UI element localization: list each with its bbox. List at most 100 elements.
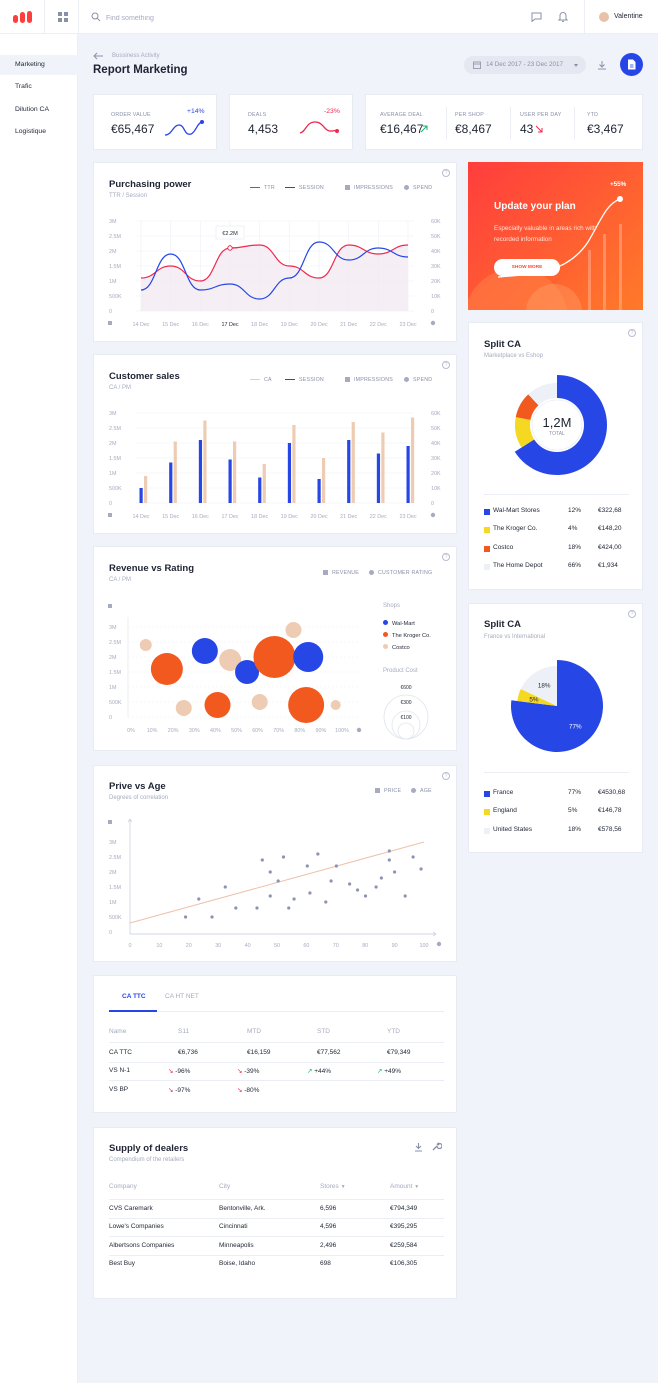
scatter-point [419,867,423,871]
download-icon[interactable] [597,60,607,70]
legend-name: The Kroger Co. [493,525,538,533]
legend-row[interactable]: The Kroger Co. 4% €148,20 [484,525,629,535]
legend-age[interactable]: AGE [411,788,432,794]
tab-ca-ht-net[interactable]: CA HT NET [165,993,199,1000]
back-arrow-icon[interactable] [93,52,104,60]
bar-ca [292,425,296,503]
help-icon[interactable]: ? [442,772,450,780]
y-tick: 2M [109,655,117,661]
legend-pct: 4% [568,525,578,533]
y-tick-left: 0 [109,309,112,315]
column-header-sortable[interactable]: Stores ▼ [320,1183,346,1190]
table-cell: €794,349 [390,1205,418,1212]
table-cell: 2,496 [320,1242,337,1249]
bubble [235,660,260,684]
bubble [175,700,192,716]
shop-legend-walmart[interactable]: Wal-Mart [383,620,415,627]
legend-spend[interactable]: SPEND [404,377,432,383]
promo-text: Especially valuable in areas rich with r… [494,225,597,243]
divider [44,0,45,34]
x-tick: 17 Dec [221,322,238,328]
shop-legend-costco[interactable]: Costco [383,644,410,651]
help-icon[interactable]: ? [628,610,636,618]
y-tick: 1M [109,900,117,906]
legend-customer-rating[interactable]: CUSTOMER RATING [369,570,432,576]
legend-session[interactable]: SESSION [285,185,324,191]
legend-row[interactable]: France 77% €4530,68 [484,789,629,799]
card-subtitle: CA / PM [109,385,132,391]
table-cell: VS N-1 [109,1067,130,1074]
product-cost-legend: €600 €300 €100 [383,685,429,740]
bar-ca [322,458,326,503]
bubble [293,642,324,672]
app-logo[interactable] [13,11,33,23]
search-input[interactable] [106,11,306,25]
x-tick: 10% [147,728,158,734]
bubble [330,700,341,710]
shop-legend-kroger[interactable]: The Kroger Co. [383,632,431,639]
table-cell: ↘ -80% [237,1086,259,1094]
legend-impressions[interactable]: IMPRESSIONS [345,185,393,191]
legend-revenue[interactable]: REVENUE [323,570,359,576]
legend-spend[interactable]: SPEND [404,185,432,191]
legend-label: SESSION [299,185,324,191]
help-icon[interactable]: ? [628,329,636,337]
breadcrumb[interactable]: Bussiness Activity [112,53,160,59]
legend-impressions[interactable]: IMPRESSIONS [345,377,393,383]
legend-row[interactable]: Wal-Mart Stores 12% €322,68 [484,507,629,517]
chat-icon[interactable] [531,12,542,22]
kpi-deals-card: DEALS 4,453 -23% [229,94,353,150]
sidebar-item-logistique[interactable]: Logistique [15,128,46,135]
card-title: Supply of dealers [109,1143,189,1154]
search-icon[interactable] [91,12,101,22]
export-document-button[interactable] [620,53,643,76]
bar-ca [144,476,148,503]
legend-ttr[interactable]: TTR [250,185,275,191]
apps-grid-icon[interactable] [58,12,68,22]
help-icon[interactable]: ? [442,553,450,561]
table-cell: €106,305 [390,1260,418,1267]
card-title: Split CA [484,339,521,350]
column-header: S11 [178,1028,190,1035]
download-icon[interactable] [414,1142,423,1152]
trend-down-icon: ↘ [168,1068,174,1075]
legend-ca[interactable]: CA [250,377,272,383]
date-range-picker[interactable]: 14 Dec 2017 - 23 Dec 2017 [464,56,586,74]
data-point [227,245,233,251]
bubble [150,653,183,685]
legend-row[interactable]: England 5% €146,78 [484,807,629,817]
help-icon[interactable]: ? [442,169,450,177]
document-icon [628,59,636,70]
x-tick: 20 [186,943,192,949]
legend-price[interactable]: PRICE [375,788,401,794]
legend-row[interactable]: The Home Depot 66% €1,934 [484,562,629,572]
legend-name: France [493,789,514,796]
sidebar-item-dilution-ca[interactable]: Dilution CA [15,106,49,113]
wrench-icon[interactable] [431,1141,442,1152]
x-tick: 19 Dec [281,322,298,328]
bell-icon[interactable] [558,11,568,22]
help-icon[interactable]: ? [442,361,450,369]
tab-ca-ttc[interactable]: CA TTC [122,993,146,1000]
sidebar-item-trafic[interactable]: Trafic [15,83,32,90]
column-header[interactable]: Company [109,1183,137,1190]
tooltip-value: €2.2M [222,231,238,237]
x-tick: 17 Dec [221,514,238,520]
legend-row[interactable]: United States 18% €578,56 [484,826,629,836]
avatar[interactable] [599,12,609,22]
legend-swatch [484,827,490,834]
bubble [191,638,218,664]
sidebar-item-marketing[interactable]: Marketing [0,55,78,75]
legend-row[interactable]: Costco 18% €424,00 [484,544,629,554]
column-header-sortable[interactable]: Amount ▼ [390,1183,419,1190]
show-more-button[interactable]: SHOW MORE [494,259,560,276]
legend-session[interactable]: SESSION [285,377,324,383]
legend-pct: 66% [568,561,582,569]
donut-hole [530,398,584,452]
promo-title: Update your plan [494,201,576,212]
column-header[interactable]: City [219,1183,231,1190]
purchasing-power-chart: 3M 60K 2.5M 50K 2M 40K 1.5M 30K 1M 20K 500K 10K 0 0 14… [108,219,441,328]
bar-session [258,477,262,503]
revenue-rating-chart: 3M 2.5M 2M 1.5M 1M 500K 0 0% 10% 20% 30% 40% 50% 60% 7… [108,604,362,734]
user-name[interactable]: Valentine [614,13,643,20]
